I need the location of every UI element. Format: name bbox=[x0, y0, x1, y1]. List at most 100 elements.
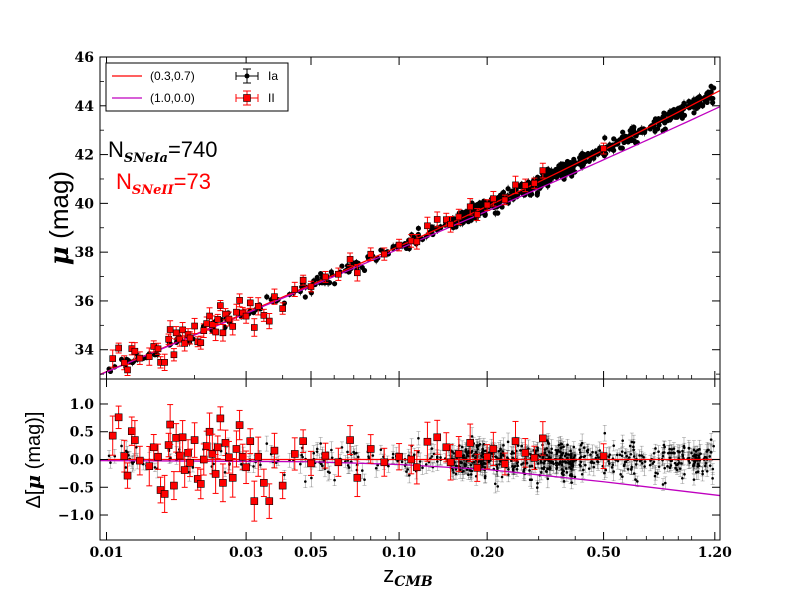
ia-residual-point bbox=[708, 460, 713, 471]
ii-residual-point bbox=[489, 431, 498, 467]
ii-residual-point bbox=[246, 428, 255, 455]
ii-point bbox=[466, 198, 474, 216]
ii-point bbox=[239, 306, 246, 319]
ia-residual-point bbox=[588, 447, 593, 462]
ii-residual-point bbox=[250, 480, 259, 522]
ia-residual-point bbox=[678, 460, 683, 477]
ii-point bbox=[299, 274, 307, 286]
ii-residual-point bbox=[216, 406, 225, 431]
ia-residual-point bbox=[602, 425, 607, 442]
ia-residual-point bbox=[152, 462, 157, 473]
ia-point bbox=[482, 211, 488, 218]
ia-residual-point bbox=[602, 466, 607, 480]
ia-point bbox=[556, 162, 562, 170]
ii-residual-point bbox=[366, 434, 375, 464]
bottom-ylabel: Δ[μ (mag)] bbox=[21, 412, 45, 509]
ia-residual-point bbox=[653, 443, 658, 453]
ii-point bbox=[291, 281, 299, 298]
ia-residual-point bbox=[620, 470, 625, 484]
ia-residual-point bbox=[640, 454, 645, 472]
ia-residual-point bbox=[708, 443, 713, 461]
ia-residual-point bbox=[571, 441, 576, 453]
ia-residual-point bbox=[587, 461, 592, 476]
ia-residual-point bbox=[495, 459, 500, 477]
ia-residual-point bbox=[618, 469, 623, 480]
ia-residual-point bbox=[667, 449, 672, 467]
ia-residual-point bbox=[665, 460, 670, 473]
ia-residual-point bbox=[535, 480, 540, 495]
ia-residual-point bbox=[467, 463, 472, 478]
ia-residual-point bbox=[626, 464, 631, 474]
bottom-axes: −1.0 −0.5 0.0 0.5 1.0 0.01 0.03 0.05 0.10 0.20 0.5… bbox=[58, 379, 732, 561]
ii-residual-point bbox=[232, 430, 241, 468]
ii-point bbox=[483, 199, 491, 211]
ia-point bbox=[585, 150, 591, 157]
ii-point bbox=[442, 212, 450, 227]
ia-residual-point bbox=[498, 444, 503, 454]
ia-point bbox=[618, 145, 624, 151]
ia-residual-point bbox=[558, 455, 563, 471]
ia-residual-point bbox=[407, 467, 412, 484]
ia-residual-point bbox=[500, 443, 505, 460]
bottom-ytick-label: 0.5 bbox=[70, 425, 94, 441]
ii-residual-point bbox=[530, 445, 539, 470]
ii-residual-point bbox=[466, 423, 474, 463]
bottom-xtick-label: 1.20 bbox=[698, 545, 732, 561]
ia-residual-point bbox=[697, 439, 702, 459]
ia-residual-point bbox=[568, 445, 573, 465]
ia-residual-point bbox=[545, 435, 550, 446]
ia-residual-point bbox=[632, 466, 637, 481]
ia-point bbox=[534, 191, 540, 198]
ia-residual-point bbox=[506, 432, 511, 452]
top-ytick-label: 36 bbox=[75, 294, 94, 310]
ii-residual-point bbox=[219, 463, 227, 503]
ia-residual-point bbox=[511, 463, 516, 476]
ia-residual-point bbox=[705, 465, 710, 477]
ia-residual-point bbox=[461, 446, 466, 465]
ii-residual-point bbox=[290, 437, 299, 471]
ia-residual-point bbox=[565, 439, 570, 451]
bottom-ytick-label: −1.0 bbox=[58, 508, 94, 524]
ii-residual-point bbox=[186, 448, 194, 478]
legend-label-ii: II bbox=[268, 91, 275, 105]
legend-label-ia: Ia bbox=[268, 69, 278, 83]
legend-label-lcdm: (0.3,0.7) bbox=[150, 69, 195, 83]
ia-residual-point bbox=[521, 463, 526, 481]
ia-residual-point bbox=[681, 437, 686, 456]
ia-point bbox=[671, 108, 678, 115]
ii-residual-point bbox=[413, 450, 421, 485]
ia-residual-point bbox=[585, 443, 590, 461]
ia-residual-point bbox=[606, 455, 611, 467]
ii-residual-point bbox=[599, 443, 608, 470]
ia-residual-point bbox=[495, 481, 500, 492]
ia-residual-point bbox=[553, 445, 558, 456]
ia-point bbox=[652, 127, 658, 136]
ia-residual-point bbox=[463, 457, 468, 474]
ii-residual-point bbox=[446, 444, 455, 481]
ia-point bbox=[691, 110, 697, 116]
legend: (0.3,0.7) (1.0,0.0) Ia II bbox=[105, 62, 289, 112]
ia-residual-point bbox=[570, 451, 575, 471]
ia-residual-point bbox=[251, 459, 256, 473]
ia-residual-point bbox=[404, 467, 409, 477]
ia-residual-point bbox=[318, 437, 323, 450]
ia-residual-point bbox=[693, 453, 698, 463]
ia-residual-point bbox=[628, 439, 633, 453]
top-ytick-label: 46 bbox=[75, 50, 94, 66]
ia-residual-point bbox=[591, 458, 596, 477]
ia-residual-point bbox=[661, 446, 666, 466]
ia-residual-point bbox=[577, 444, 582, 455]
ii-point bbox=[242, 308, 250, 324]
legend-label-eds: (1.0,0.0) bbox=[150, 91, 195, 105]
ii-point bbox=[161, 353, 168, 371]
ia-residual-point bbox=[689, 447, 694, 459]
ii-point bbox=[265, 312, 273, 330]
ia-residual-point bbox=[687, 442, 692, 455]
ii-point bbox=[136, 351, 144, 365]
ia-residual-point bbox=[624, 449, 629, 463]
ia-residual-point bbox=[697, 449, 702, 467]
ii-residual-point bbox=[334, 447, 343, 477]
ia-residual-point bbox=[573, 447, 578, 464]
ia-residual-point bbox=[691, 440, 696, 460]
ii-residual-point bbox=[321, 442, 330, 469]
